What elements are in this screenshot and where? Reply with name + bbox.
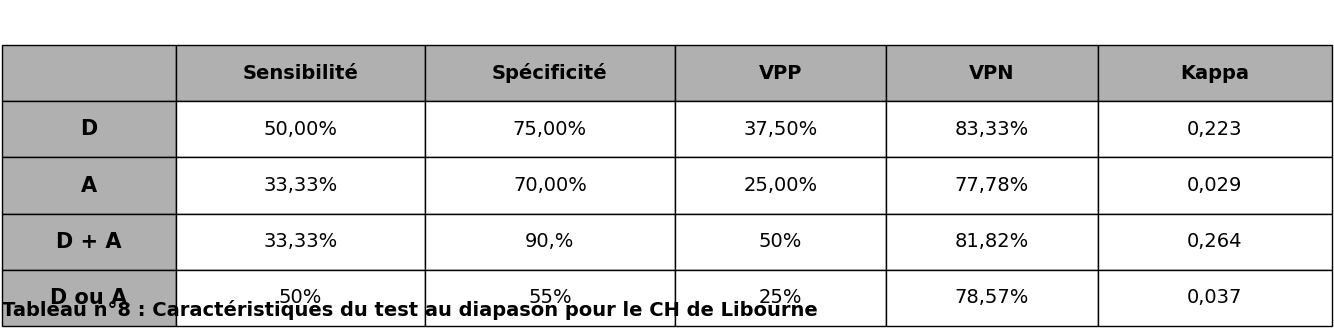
Text: 50,00%: 50,00% bbox=[264, 120, 338, 139]
Text: 0,029: 0,029 bbox=[1187, 176, 1242, 195]
Text: D ou A: D ou A bbox=[51, 288, 128, 308]
Bar bbox=[886, 101, 1098, 157]
Text: 55%: 55% bbox=[528, 288, 572, 307]
Text: 25,00%: 25,00% bbox=[743, 176, 818, 195]
Text: 75,00%: 75,00% bbox=[512, 120, 587, 139]
Bar bbox=[176, 270, 426, 326]
Text: 25%: 25% bbox=[759, 288, 802, 307]
Text: 0,264: 0,264 bbox=[1187, 232, 1242, 251]
Text: Tableau n°8 : Caractéristiques du test au diapason pour le CH de Libourne: Tableau n°8 : Caractéristiques du test a… bbox=[1, 300, 818, 320]
Bar bbox=[176, 157, 426, 214]
Bar bbox=[886, 214, 1098, 270]
Text: 83,33%: 83,33% bbox=[955, 120, 1029, 139]
Bar bbox=[1098, 214, 1333, 270]
Text: Spécificité: Spécificité bbox=[492, 63, 608, 83]
Bar bbox=[1, 214, 176, 270]
Bar bbox=[426, 270, 675, 326]
Bar bbox=[176, 101, 426, 157]
Bar bbox=[886, 157, 1098, 214]
Bar bbox=[426, 101, 675, 157]
Bar bbox=[426, 45, 675, 101]
Bar bbox=[1, 45, 176, 101]
Text: Sensibilité: Sensibilité bbox=[243, 64, 359, 83]
Text: VPN: VPN bbox=[970, 64, 1015, 83]
Text: VPP: VPP bbox=[759, 64, 802, 83]
Text: 0,037: 0,037 bbox=[1187, 288, 1242, 307]
Bar bbox=[426, 214, 675, 270]
Text: D + A: D + A bbox=[56, 232, 121, 252]
Bar bbox=[1098, 101, 1333, 157]
Text: A: A bbox=[81, 175, 97, 195]
Text: 33,33%: 33,33% bbox=[263, 176, 338, 195]
Bar bbox=[176, 45, 426, 101]
Bar bbox=[426, 157, 675, 214]
Bar bbox=[1, 157, 176, 214]
Bar bbox=[1, 270, 176, 326]
Text: 90,%: 90,% bbox=[526, 232, 575, 251]
Text: 50%: 50% bbox=[759, 232, 802, 251]
Text: 37,50%: 37,50% bbox=[743, 120, 818, 139]
Text: 70,00%: 70,00% bbox=[514, 176, 587, 195]
Text: 50%: 50% bbox=[279, 288, 323, 307]
Bar bbox=[1098, 157, 1333, 214]
Text: 81,82%: 81,82% bbox=[955, 232, 1029, 251]
Text: 0,223: 0,223 bbox=[1187, 120, 1242, 139]
Bar bbox=[675, 157, 886, 214]
Text: Kappa: Kappa bbox=[1181, 64, 1250, 83]
Bar bbox=[675, 45, 886, 101]
Bar bbox=[675, 270, 886, 326]
Bar bbox=[886, 45, 1098, 101]
Bar bbox=[176, 214, 426, 270]
Bar bbox=[1, 101, 176, 157]
Bar bbox=[675, 214, 886, 270]
Text: D: D bbox=[80, 119, 97, 139]
Text: 78,57%: 78,57% bbox=[955, 288, 1029, 307]
Bar bbox=[886, 270, 1098, 326]
Text: 77,78%: 77,78% bbox=[955, 176, 1029, 195]
Text: 33,33%: 33,33% bbox=[263, 232, 338, 251]
Bar bbox=[675, 101, 886, 157]
Bar bbox=[1098, 270, 1333, 326]
Bar bbox=[1098, 45, 1333, 101]
